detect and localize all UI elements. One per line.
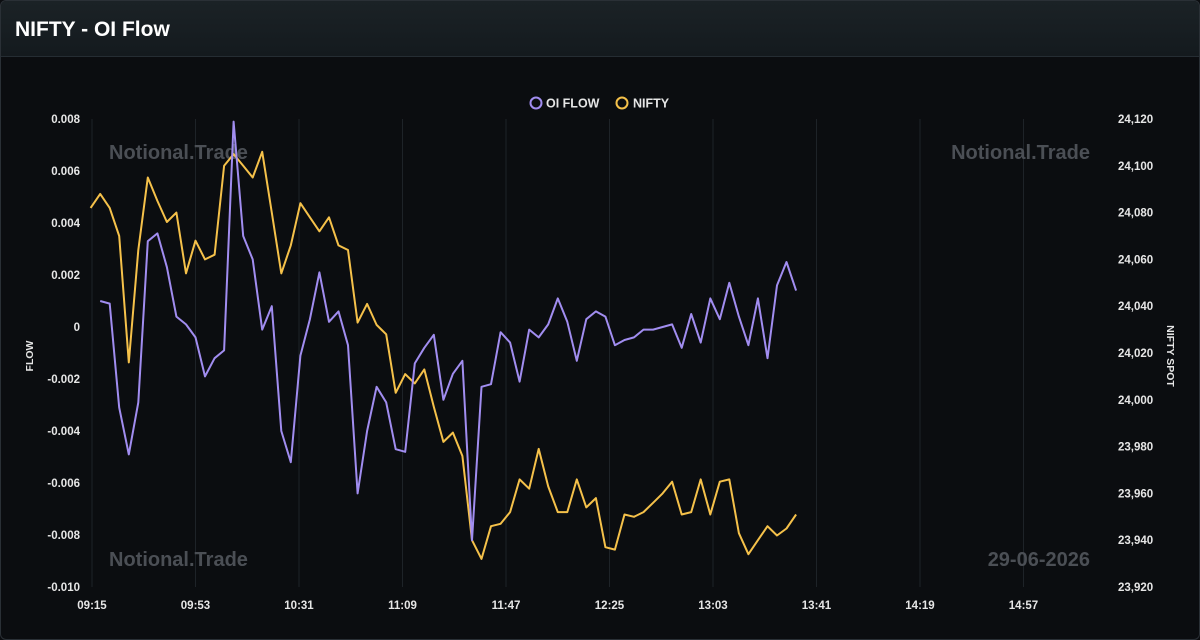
y-left-tick-label: -0.006 bbox=[47, 478, 80, 490]
x-axis-ticks: 09:15 09:53 10:31 11:09 11:47 12:25 13:03 13:41… bbox=[77, 600, 1038, 612]
y-right-tick-label: 24,120 bbox=[1118, 114, 1153, 126]
y-left-tick-label: -0.008 bbox=[47, 530, 80, 542]
watermark-bottom-right: 29-06-2026 bbox=[988, 549, 1090, 571]
y-right-tick-label: 24,060 bbox=[1118, 254, 1153, 266]
y-left-tick-label: 0.006 bbox=[51, 166, 80, 178]
series-line-nifty bbox=[89, 150, 797, 560]
y-left-tick-label: 0.002 bbox=[51, 270, 80, 282]
watermark-top-left: Notional.Trade bbox=[109, 142, 248, 164]
y-right-axis-label: NIFTY SPOT bbox=[1164, 325, 1176, 387]
legend-item-oi-flow[interactable]: OI FLOW bbox=[529, 96, 600, 111]
y-right-tick-label: 23,920 bbox=[1118, 582, 1153, 594]
y-left-axis-label: FLOW bbox=[24, 340, 36, 371]
y-left-tick-label: 0.008 bbox=[51, 114, 80, 126]
vertical-grid bbox=[91, 119, 1024, 587]
legend-swatch-oi-flow bbox=[529, 96, 543, 110]
watermark-top-right: Notional.Trade bbox=[951, 142, 1090, 164]
x-tick-label: 13:03 bbox=[698, 600, 727, 612]
y-right-tick-label: 24,080 bbox=[1118, 208, 1153, 220]
y-right-tick-label: 24,000 bbox=[1118, 395, 1153, 407]
series-line-oi-flow bbox=[99, 120, 798, 542]
y-right-tick-label: 23,940 bbox=[1118, 535, 1153, 547]
x-tick-label: 13:41 bbox=[802, 600, 832, 612]
left-axis-ticks: 0.008 0.006 0.004 0.002 0 -0.002 -0.004 -0.006 -… bbox=[47, 114, 80, 594]
right-axis-ticks: 24,120 24,100 24,080 24,060 24,040 24,020 24,0… bbox=[1118, 114, 1153, 594]
y-left-tick-label: 0 bbox=[74, 322, 80, 334]
watermark-bottom-left: Notional.Trade bbox=[109, 549, 248, 571]
y-right-tick-label: 23,980 bbox=[1118, 442, 1153, 454]
y-left-tick-label: -0.002 bbox=[47, 374, 80, 386]
x-tick-label: 12:25 bbox=[595, 600, 625, 612]
legend-swatch-nifty bbox=[615, 96, 629, 110]
panel-title: NIFTY - OI Flow bbox=[15, 18, 170, 41]
y-right-tick-label: 23,960 bbox=[1118, 488, 1153, 500]
y-left-tick-label: -0.010 bbox=[47, 582, 80, 594]
x-tick-label: 11:09 bbox=[388, 600, 417, 612]
y-right-tick-label: 24,040 bbox=[1118, 301, 1153, 313]
y-right-tick-label: 24,020 bbox=[1118, 348, 1153, 360]
x-tick-label: 10:31 bbox=[284, 600, 314, 612]
x-tick-label: 11:47 bbox=[492, 600, 521, 612]
x-tick-label: 14:19 bbox=[905, 600, 934, 612]
legend-item-nifty[interactable]: NIFTY bbox=[615, 96, 670, 111]
legend-label-nifty: NIFTY bbox=[633, 97, 670, 111]
legend: OI FLOW NIFTY bbox=[529, 96, 670, 111]
y-left-tick-label: 0.004 bbox=[51, 218, 80, 230]
panel-header: NIFTY - OI Flow bbox=[1, 1, 1199, 57]
x-tick-label: 14:57 bbox=[1009, 600, 1038, 612]
y-right-tick-label: 24,100 bbox=[1118, 161, 1153, 173]
legend-label-oi-flow: OI FLOW bbox=[546, 97, 600, 111]
x-tick-label: 09:15 bbox=[77, 600, 107, 612]
x-tick-label: 09:53 bbox=[181, 600, 210, 612]
y-left-tick-label: -0.004 bbox=[47, 426, 80, 438]
